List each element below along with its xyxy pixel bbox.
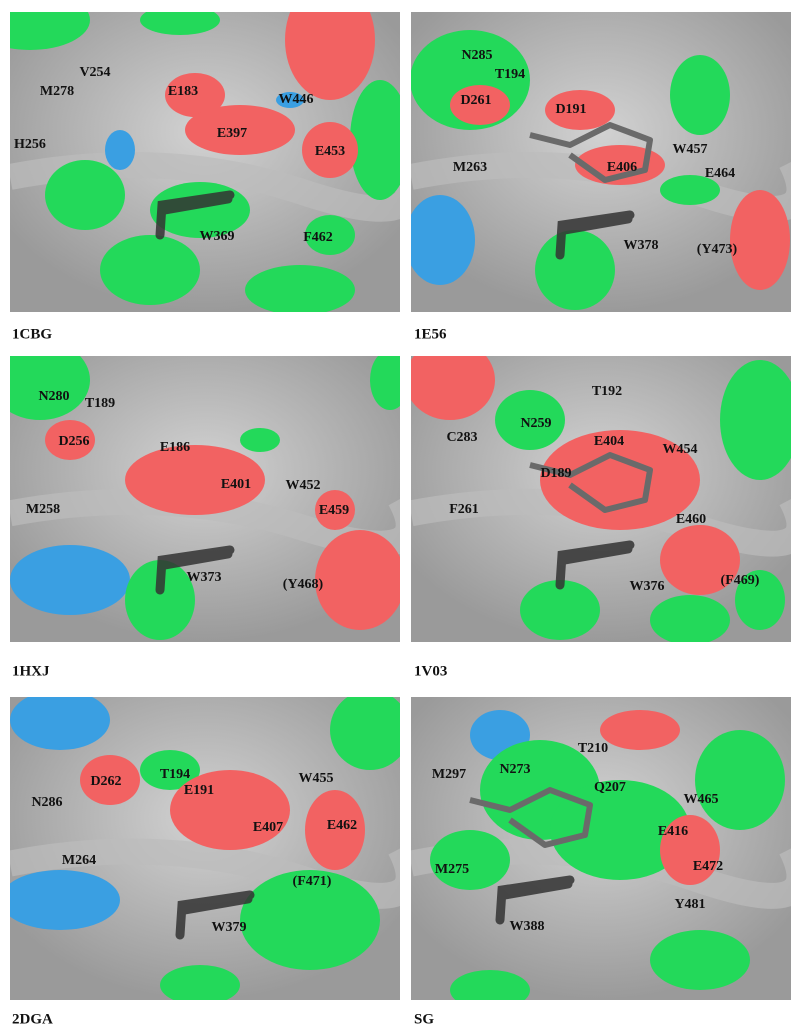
- residue-label: W369: [200, 229, 235, 244]
- residue-label: E186: [160, 440, 190, 455]
- panel-caption: 1CBG: [12, 326, 52, 342]
- residue-label: E407: [253, 820, 283, 835]
- residue-label: E397: [217, 126, 247, 141]
- residue-label: M263: [453, 160, 487, 175]
- residue-label: F462: [303, 230, 333, 245]
- surface-patch: [670, 55, 730, 135]
- residue-label: M264: [62, 853, 96, 868]
- surface-patch: [650, 595, 730, 645]
- surface-patch: [160, 965, 240, 1005]
- surface-patch: [10, 690, 110, 750]
- surface-panel: [0, 690, 410, 1005]
- surface-patch: [45, 160, 125, 230]
- residue-label: E404: [594, 434, 624, 449]
- residue-label: M297: [432, 767, 466, 782]
- residue-label: N280: [38, 389, 69, 404]
- figure: V254 M278 E183 W446 E397 H256 E453 W369 F462 1CBG…: [0, 0, 791, 1026]
- residue-label: (Y468): [283, 577, 324, 592]
- residue-label: T192: [592, 384, 622, 399]
- surface-patch: [350, 80, 410, 200]
- residue-label: E459: [319, 503, 349, 518]
- residue-label: W378: [624, 238, 659, 253]
- residue-label: F261: [449, 502, 479, 517]
- residue-label: N285: [461, 48, 492, 63]
- page: {"panels":[ {"caption":"1CBG","residues"…: [0, 0, 791, 1026]
- surface-patch: [100, 235, 200, 305]
- residue-label: E183: [168, 84, 198, 99]
- surface-panel: [0, 0, 410, 315]
- surface-patch: [140, 5, 220, 35]
- residue-label: D261: [460, 93, 491, 108]
- residue-label: E462: [327, 818, 357, 833]
- residue-label: E472: [693, 859, 723, 874]
- residue-label: T210: [578, 741, 608, 756]
- residue-label: W379: [212, 920, 247, 935]
- surface-patch: [245, 265, 355, 315]
- residue-label: W446: [279, 92, 314, 107]
- surface-patch: [10, 545, 130, 615]
- residue-label: W455: [299, 771, 334, 786]
- surface-patch: [695, 730, 785, 830]
- panel-caption: 1HXJ: [12, 663, 50, 679]
- residue-label: D262: [90, 774, 121, 789]
- residue-label: E460: [676, 512, 706, 527]
- residue-label: (F469): [721, 573, 760, 588]
- surface-patch: [650, 930, 750, 990]
- residue-label: (Y473): [697, 242, 738, 257]
- residue-label: W376: [630, 579, 665, 594]
- residue-label: T194: [495, 67, 525, 82]
- residue-label: D191: [555, 102, 586, 117]
- surface-patch: [370, 350, 410, 410]
- surface-patch: [730, 190, 790, 290]
- residue-label: E406: [607, 160, 637, 175]
- residue-label: N259: [520, 416, 551, 431]
- residue-label: E416: [658, 824, 688, 839]
- residue-label: D189: [540, 466, 571, 481]
- panel-caption: SG: [414, 1011, 434, 1026]
- residue-label: Y481: [674, 897, 705, 912]
- residue-label: D256: [58, 434, 89, 449]
- residue-label: Q207: [594, 780, 626, 795]
- residue-label: T194: [160, 767, 190, 782]
- surface-patch: [450, 970, 530, 1010]
- residue-label: E464: [705, 166, 735, 181]
- surface-patch: [535, 230, 615, 310]
- residue-label: V254: [79, 65, 110, 80]
- panel-caption: 2DGA: [12, 1011, 53, 1026]
- surface-patch: [600, 710, 680, 750]
- residue-label: W465: [684, 792, 719, 807]
- surface-patch: [330, 690, 410, 770]
- surface-patch: [240, 428, 280, 452]
- residue-label: W452: [286, 478, 321, 493]
- residue-label: N286: [31, 795, 62, 810]
- surface-patch: [430, 830, 510, 890]
- residue-label: T189: [85, 396, 115, 411]
- residue-label: W457: [673, 142, 708, 157]
- panel-caption: 1E56: [414, 326, 447, 342]
- residue-label: N273: [499, 762, 530, 777]
- residue-label: E453: [315, 144, 345, 159]
- residue-label: W454: [663, 442, 698, 457]
- residue-label: W388: [510, 919, 545, 934]
- residue-label: M275: [435, 862, 469, 877]
- residue-label: (F471): [293, 874, 332, 889]
- surface-patch: [405, 195, 475, 285]
- residue-label: E401: [221, 477, 251, 492]
- residue-label: C283: [446, 430, 477, 445]
- residue-label: E191: [184, 783, 214, 798]
- surface-panel: [0, 340, 410, 642]
- surface-patch: [105, 130, 135, 170]
- residue-label: H256: [14, 137, 46, 152]
- residue-label: M258: [26, 502, 60, 517]
- surface-patch: [315, 530, 405, 630]
- surface-patch: [0, 870, 120, 930]
- residue-label: M278: [40, 84, 74, 99]
- surface-patch: [405, 340, 495, 420]
- panel-caption: 1V03: [414, 663, 447, 679]
- residue-label: W373: [187, 570, 222, 585]
